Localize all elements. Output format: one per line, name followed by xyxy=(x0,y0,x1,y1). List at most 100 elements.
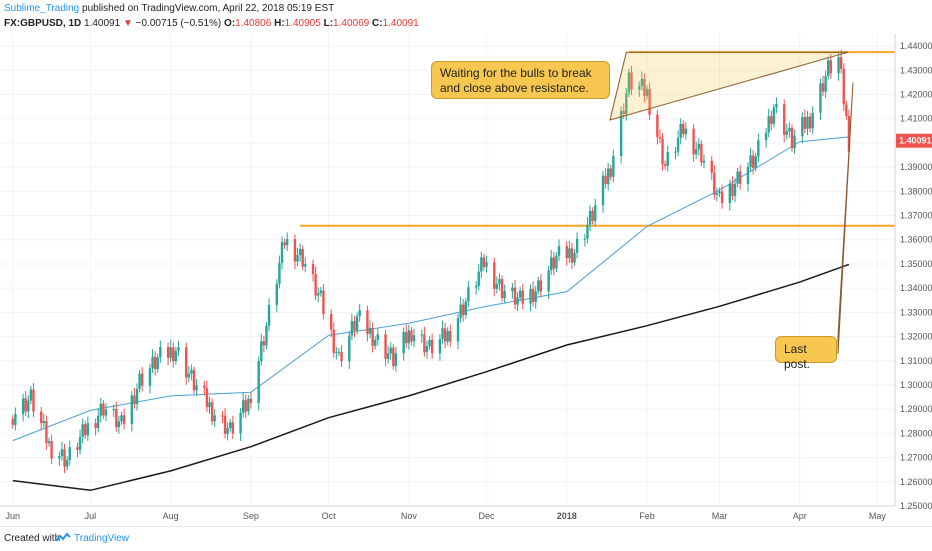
candle-body xyxy=(267,304,271,326)
candle-body xyxy=(534,291,537,302)
candle-body xyxy=(407,330,411,344)
candle-body xyxy=(718,191,721,194)
candle-body xyxy=(130,395,134,424)
candle-body xyxy=(462,304,465,316)
candle-body xyxy=(783,104,786,135)
candle-body xyxy=(293,239,297,262)
candle-body xyxy=(682,123,685,134)
price-axis[interactable]: 1.440001.430001.420001.410001.400001.390… xyxy=(894,34,932,511)
candle-body xyxy=(606,168,610,185)
candle-body xyxy=(298,248,302,256)
candle-body xyxy=(676,137,680,152)
candle-body xyxy=(247,398,250,412)
time-tick-label: Jul xyxy=(85,511,97,521)
candle-body xyxy=(739,171,742,184)
candle-body xyxy=(60,449,64,456)
candle-body xyxy=(638,85,641,90)
candle-body xyxy=(663,164,667,166)
candle-body xyxy=(557,245,561,256)
candle-body xyxy=(661,138,664,165)
candle-body xyxy=(213,415,216,422)
candle-body xyxy=(438,338,442,354)
candle-body xyxy=(229,422,232,429)
candle-body xyxy=(518,290,522,298)
candle-body xyxy=(785,131,789,135)
resistance-callout[interactable]: Waiting for the bulls to break and close… xyxy=(431,61,610,99)
candle-body xyxy=(827,60,830,77)
candle-body xyxy=(21,398,25,414)
candle-body xyxy=(516,297,519,305)
candle-body xyxy=(477,271,480,286)
candle-body xyxy=(205,388,209,408)
candle-body xyxy=(550,257,553,271)
candle-body xyxy=(692,128,695,155)
high-label: H: xyxy=(274,18,285,29)
candle-body xyxy=(464,301,467,316)
candle-body xyxy=(340,351,343,362)
created-with-label: Created with xyxy=(4,533,61,544)
candle-body xyxy=(498,279,501,284)
candle-body xyxy=(371,327,374,346)
author-link[interactable]: Sublime_Trading xyxy=(4,3,80,14)
candle-body xyxy=(573,252,576,263)
price-chart[interactable]: 1.440001.430001.420001.410001.400001.390… xyxy=(0,34,932,526)
last-post-callout-leader xyxy=(837,82,854,355)
candle-body xyxy=(337,351,341,353)
candle-body xyxy=(643,78,646,96)
candle-body xyxy=(700,143,703,163)
price-tick-label: 1.36000 xyxy=(900,235,932,245)
candle-body xyxy=(495,283,499,289)
candle-body xyxy=(728,184,732,204)
candle-body xyxy=(275,283,279,305)
candle-body xyxy=(529,288,532,304)
candle-body xyxy=(513,287,517,305)
candle-body xyxy=(301,248,304,267)
candle-body xyxy=(244,400,247,412)
candle-body xyxy=(619,110,623,156)
candle-body xyxy=(94,423,97,429)
candle-body xyxy=(141,373,144,386)
price-tick-label: 1.44000 xyxy=(900,41,932,51)
candle-body xyxy=(715,193,719,195)
candle-body xyxy=(24,398,27,412)
open-label: O: xyxy=(224,18,236,29)
candle-body xyxy=(115,409,118,428)
price-tick-label: 1.33000 xyxy=(900,307,932,317)
candle-body xyxy=(754,156,757,168)
candle-body xyxy=(679,123,682,138)
low-label: L: xyxy=(323,18,334,29)
close-label: C: xyxy=(371,18,383,29)
candle-body xyxy=(319,290,323,294)
price-tick-label: 1.35000 xyxy=(900,259,932,269)
candle-body xyxy=(166,347,170,358)
last-post-callout[interactable]: Last post. xyxy=(775,336,837,371)
candle-body xyxy=(808,116,812,129)
candle-body xyxy=(329,313,333,330)
time-tick-label: Sep xyxy=(243,511,259,521)
candle-body xyxy=(65,460,69,467)
time-tick-label: Apr xyxy=(793,511,807,521)
candle-body xyxy=(203,385,206,389)
resistance-callout-leader xyxy=(609,51,849,121)
candle-body xyxy=(260,341,263,362)
candle-body xyxy=(355,316,359,331)
candle-body xyxy=(86,423,90,436)
candle-body xyxy=(50,441,53,459)
tradingview-brand-link[interactable]: TradingView xyxy=(74,533,130,544)
candle-body xyxy=(27,400,30,412)
candle-body xyxy=(104,409,108,416)
candle-body xyxy=(630,72,633,90)
candle-body xyxy=(40,411,43,424)
candle-body xyxy=(138,373,141,389)
candle-body xyxy=(221,415,224,417)
candle-body xyxy=(702,160,706,163)
candle-body xyxy=(640,78,644,86)
candle-body xyxy=(156,357,159,370)
callout-leaders xyxy=(609,51,854,355)
time-axis[interactable]: Jun Jul Aug Sep Oct Nov Dec 2018 Feb Mar Apr May xyxy=(0,505,895,521)
footer-bar: Created with TradingView xyxy=(0,526,932,551)
candle-body xyxy=(373,339,377,346)
candle-body xyxy=(99,403,102,416)
candle-body xyxy=(102,403,105,416)
candle-body xyxy=(117,421,121,428)
